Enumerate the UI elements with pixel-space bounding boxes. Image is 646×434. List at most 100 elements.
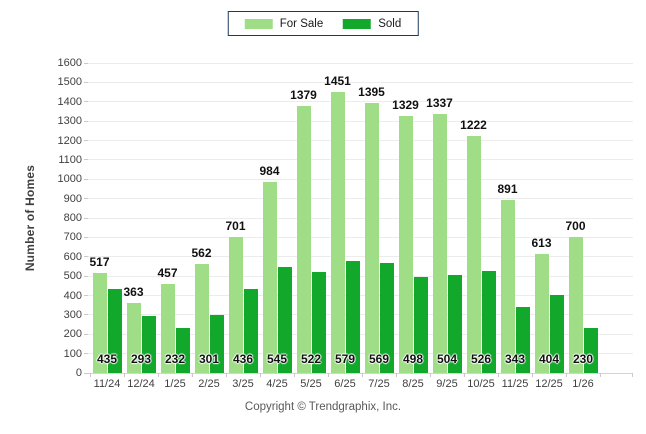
gridline	[88, 236, 633, 238]
x-axis-tick-label: 5/25	[300, 378, 322, 390]
y-tick-mark	[84, 314, 88, 316]
gridline	[88, 372, 633, 374]
x-axis-tick-label: 2/25	[198, 378, 220, 390]
y-tick-mark	[84, 159, 88, 161]
y-axis-tick-label: 300	[63, 308, 82, 321]
for-sale-value-label: 1222	[460, 118, 487, 133]
x-axis-tick-label: 10/25	[467, 378, 495, 390]
for-sale-value-label: 1379	[290, 87, 317, 102]
for-sale-bar	[432, 113, 447, 373]
y-axis-tick-label: 800	[63, 212, 82, 224]
x-axis-tick-label: 9/25	[436, 378, 458, 390]
sold-value-label: 435	[96, 352, 118, 366]
gridline	[88, 295, 633, 296]
sold-bar	[345, 260, 360, 373]
y-axis-tick-label: 600	[63, 250, 82, 263]
x-tick-mark	[430, 373, 431, 377]
sold-bar	[243, 288, 258, 373]
for-sale-bar	[500, 200, 515, 373]
for-sale-bar	[330, 91, 345, 373]
for-sale-bar	[296, 105, 311, 373]
y-tick-mark	[84, 295, 88, 296]
x-tick-mark	[362, 373, 363, 377]
sold-bar	[175, 328, 190, 373]
y-tick-mark	[84, 236, 88, 238]
for-sale-value-label: 1337	[426, 95, 453, 110]
for-sale-bar	[262, 182, 277, 373]
copyright-text: Copyright © Trendgraphix, Inc.	[244, 401, 402, 413]
x-axis-tick-label: 7/25	[368, 378, 390, 390]
legend-label-sold: Sold	[378, 17, 402, 30]
x-tick-mark	[396, 373, 397, 377]
sold-value-label: 436	[232, 352, 254, 366]
sold-bar	[141, 316, 156, 373]
gridline	[88, 120, 633, 122]
for-sale-value-label: 562	[191, 246, 212, 261]
sold-value-label: 230	[572, 352, 594, 366]
y-tick-mark	[84, 140, 88, 141]
x-tick-mark	[632, 373, 633, 377]
for-sale-bar	[126, 302, 141, 373]
x-tick-mark	[600, 373, 601, 377]
x-axis-tick-label: 11/25	[501, 378, 529, 390]
for-sale-value-label: 1395	[358, 84, 385, 99]
gridline	[88, 256, 633, 258]
gridline	[88, 217, 633, 219]
x-tick-mark	[464, 373, 465, 377]
y-axis-tick-label: 900	[63, 192, 82, 205]
sold-bar	[583, 328, 598, 373]
for-sale-bar	[466, 136, 481, 373]
y-tick-mark	[84, 275, 88, 277]
y-tick-mark	[84, 62, 88, 64]
y-tick-mark	[84, 198, 88, 200]
for-sale-bar	[568, 237, 583, 373]
sold-value-label: 522	[300, 352, 322, 366]
x-axis-tick-label: 11/24	[93, 378, 121, 390]
gridline	[88, 275, 633, 277]
legend-item-for-sale: For Sale	[244, 18, 323, 30]
for-sale-bar	[398, 115, 413, 373]
x-tick-mark	[294, 373, 295, 377]
x-tick-mark	[192, 373, 193, 377]
legend: For Sale Sold	[227, 11, 419, 36]
x-axis-tick-label: 4/25	[266, 378, 288, 390]
x-tick-mark	[226, 373, 227, 377]
y-axis-tick-label: 400	[63, 289, 82, 302]
x-tick-mark	[90, 373, 91, 377]
y-tick-mark	[84, 353, 88, 355]
x-axis-tick-label: 3/25	[232, 378, 254, 390]
y-axis-tick-label: 1600	[57, 57, 82, 69]
y-axis-tick-label: 1400	[57, 95, 82, 108]
x-tick-mark	[260, 373, 261, 377]
sold-bar	[379, 262, 394, 373]
y-axis-tick-label: 1100	[58, 153, 82, 166]
for-sale-value-label: 984	[259, 164, 280, 179]
sold-value-label: 579	[334, 352, 356, 366]
for-sale-value-label: 457	[157, 266, 178, 281]
sold-bar	[277, 267, 292, 373]
sold-value-label: 526	[470, 352, 492, 366]
sold-value-label: 498	[402, 352, 424, 366]
x-axis-tick-label: 1/26	[572, 378, 594, 390]
for-sale-bar	[364, 102, 379, 373]
y-tick-mark	[84, 81, 88, 83]
y-axis-tick-label: 1000	[57, 173, 82, 186]
sold-value-label: 343	[504, 352, 526, 366]
y-axis-tick-label: 100	[63, 347, 82, 360]
sold-value-label: 232	[164, 352, 186, 366]
gridline	[88, 333, 633, 335]
x-axis-tick-label: 1/25	[164, 378, 186, 390]
y-axis-tick-label: 500	[63, 270, 82, 283]
gridline	[88, 62, 633, 64]
sold-bar	[549, 294, 564, 373]
gridline	[88, 178, 633, 180]
x-axis-tick-label: 6/25	[334, 378, 356, 390]
y-axis-tick-label: 700	[63, 231, 82, 244]
gridline	[88, 140, 633, 141]
x-tick-mark	[124, 373, 125, 377]
sold-bar	[209, 314, 224, 373]
y-tick-mark	[84, 217, 88, 219]
for-sale-value-label: 891	[497, 182, 518, 197]
x-axis-tick-label: 12/25	[535, 378, 563, 390]
